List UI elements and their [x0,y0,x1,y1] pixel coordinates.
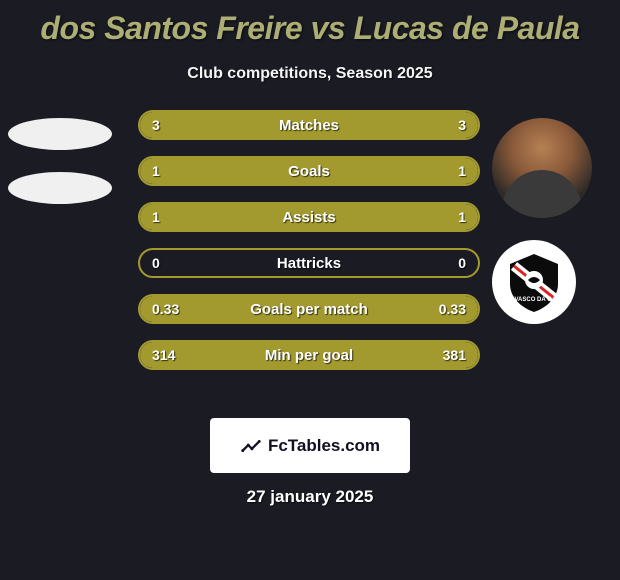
left-player-avatar-placeholder [8,118,112,150]
bar-fill-right [309,158,478,184]
bar-fill-left [140,296,309,322]
bar-fill-right [309,204,478,230]
generation-date: 27 january 2025 [0,487,620,507]
bar-fill-left [140,204,309,230]
stat-row: 11Goals [138,156,480,186]
comparison-panel: C.R.VASCO DA GAMA 33Matches11Goals11Assi… [0,118,620,398]
vasco-crest-icon: C.R.VASCO DA GAMA [502,250,566,314]
bar-fill-right [292,342,478,368]
bar-fill-left [140,158,309,184]
player-photo-icon [492,118,592,218]
bar-fill-right [309,296,478,322]
left-player-club-placeholder [8,172,112,204]
stat-row: 11Assists [138,202,480,232]
stat-bars: 33Matches 11Goals 11Assists 0 0Hattricks 0.33… [138,110,480,386]
stat-label: Hattricks [140,250,478,276]
page-title: dos Santos Freire vs Lucas de Paula [0,0,620,47]
stat-value-right: 0 [458,250,466,276]
bar-fill-right [309,112,478,138]
subtitle: Club competitions, Season 2025 [0,65,620,83]
right-player-avatar [492,118,592,218]
svg-text:C.R.VASCO DA GAMA: C.R.VASCO DA GAMA [503,297,567,303]
stat-row: 314381Min per goal [138,340,480,370]
chart-icon [240,435,262,457]
bar-fill-left [140,342,292,368]
stat-row: 0 0Hattricks [138,248,480,278]
bar-fill-left [140,112,309,138]
right-player-column: C.R.VASCO DA GAMA [492,118,602,324]
right-player-club-logo: C.R.VASCO DA GAMA [492,240,576,324]
brand-text: FcTables.com [268,436,380,456]
brand-footer: FcTables.com [210,418,410,473]
left-player-column [8,118,118,226]
stat-row: 0.330.33Goals per match [138,294,480,324]
stat-row: 33Matches [138,110,480,140]
stat-value-left: 0 [152,250,160,276]
